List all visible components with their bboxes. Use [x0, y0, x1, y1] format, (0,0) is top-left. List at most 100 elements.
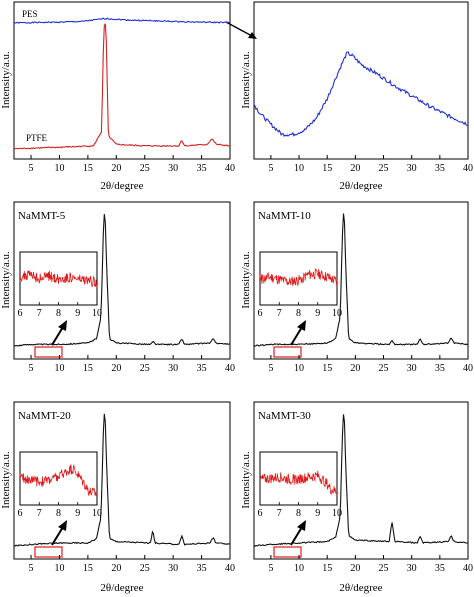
- x-tick-label-4-30: 30: [168, 563, 178, 574]
- series-line-3-0: [253, 213, 468, 347]
- series-label-pes: PES: [22, 9, 38, 19]
- panel-frame-nammt-5: [13, 201, 231, 360]
- ylabel-panel-6: Intensity/a.u.: [240, 451, 252, 509]
- series-line-2-0: [13, 214, 230, 347]
- x-tick-label-3-5: 5: [268, 363, 273, 374]
- inset-arrow-nammt-20: [51, 520, 67, 546]
- series-label-ptfe: PTFE: [26, 133, 48, 143]
- x-tick-label-5-10: 10: [294, 563, 304, 574]
- x-tick-label-4-35: 35: [197, 563, 207, 574]
- series-line-1-0: [253, 51, 469, 138]
- ylabel-panel-3: Intensity/a.u.: [0, 251, 12, 309]
- inset-tick-label-4-8: 8: [56, 508, 61, 519]
- highlight-box-nammt-10: [273, 346, 302, 358]
- inset-arrow-nammt-10: [290, 320, 306, 346]
- x-tick-label-0-25: 25: [140, 163, 150, 174]
- x-tick-label-4-20: 20: [111, 563, 121, 574]
- inset-arrow-nammt-30: [290, 520, 306, 546]
- inset-line-3: [259, 268, 338, 287]
- x-tick-label-2-20: 20: [111, 363, 121, 374]
- x-tick-label-2-40: 40: [225, 363, 235, 374]
- x-tick-label-5-15: 15: [322, 563, 332, 574]
- panel-frame-pes-zoom: [253, 1, 469, 160]
- inset-tick-label-2-9: 9: [75, 308, 80, 319]
- inset-tick-label-5-10: 10: [332, 508, 342, 519]
- x-tick-label-4-40: 40: [225, 563, 235, 574]
- highlight-box-nammt-5: [34, 346, 63, 358]
- x-tick-label-5-40: 40: [463, 563, 473, 574]
- x-tick-label-4-10: 10: [54, 563, 64, 574]
- x-tick-label-1-30: 30: [407, 163, 417, 174]
- x-tick-label-3-15: 15: [322, 363, 332, 374]
- xlabel-panel-6: 2θ/degree: [339, 582, 382, 594]
- ylabel-panel-4: Intensity/a.u.: [240, 251, 252, 309]
- highlight-box-nammt-30: [273, 546, 302, 558]
- x-tick-label-1-40: 40: [463, 163, 473, 174]
- ylabel-panel-1: Intensity/a.u.: [0, 51, 12, 109]
- inset-tick-label-5-6: 6: [258, 508, 263, 519]
- x-tick-label-0-5: 5: [29, 163, 34, 174]
- x-tick-label-1-15: 15: [322, 163, 332, 174]
- inset-tick-label-3-9: 9: [315, 308, 320, 319]
- inset-tick-label-2-7: 7: [37, 308, 42, 319]
- x-tick-label-5-35: 35: [435, 563, 445, 574]
- x-tick-label-0-15: 15: [83, 163, 93, 174]
- inset-arrow-nammt-5: [51, 320, 67, 346]
- inset-tick-label-3-8: 8: [296, 308, 301, 319]
- x-tick-label-2-5: 5: [29, 363, 34, 374]
- panel-frame-pes-ptfe: [13, 1, 231, 160]
- x-tick-label-0-35: 35: [197, 163, 207, 174]
- inset-line-4: [19, 463, 98, 497]
- chart-marks: 5 10 15 20 25 30 35 40 5 10 15 20 25 30 35 40 5 10 15 20 25 3…: [13, 17, 473, 574]
- inset-tick-label-3-7: 7: [277, 308, 282, 319]
- x-tick-label-3-25: 25: [379, 363, 389, 374]
- x-tick-label-2-25: 25: [140, 363, 150, 374]
- x-tick-label-0-30: 30: [168, 163, 178, 174]
- x-tick-label-1-10: 10: [294, 163, 304, 174]
- x-tick-label-1-20: 20: [350, 163, 360, 174]
- highlight-box-nammt-20: [34, 546, 63, 558]
- x-tick-label-1-25: 25: [379, 163, 389, 174]
- x-tick-label-4-25: 25: [140, 563, 150, 574]
- series-line-4-0: [13, 413, 230, 547]
- panel-title-nammt-30: NaMMT-30: [258, 410, 311, 422]
- xlabel-panel-2: 2θ/degree: [339, 180, 382, 192]
- x-tick-label-3-35: 35: [435, 363, 445, 374]
- x-tick-label-1-35: 35: [435, 163, 445, 174]
- series-line-5-0: [253, 414, 468, 547]
- series-line-0-1: [13, 23, 231, 150]
- x-tick-label-3-30: 30: [407, 363, 417, 374]
- panel-frame-nammt-20: [13, 401, 231, 560]
- series-line-0-0: [13, 17, 231, 24]
- x-tick-label-1-5: 5: [268, 163, 273, 174]
- x-tick-label-3-20: 20: [350, 363, 360, 374]
- inset-tick-label-3-6: 6: [258, 308, 263, 319]
- x-tick-label-0-20: 20: [111, 163, 121, 174]
- inset-tick-label-5-7: 7: [277, 508, 282, 519]
- x-tick-label-2-10: 10: [54, 363, 64, 374]
- inset-tick-label-2-8: 8: [56, 308, 61, 319]
- ylabel-panel-5: Intensity/a.u.: [0, 451, 12, 509]
- panel-title-nammt-20: NaMMT-20: [18, 410, 71, 422]
- inset-tick-label-2-6: 6: [18, 308, 23, 319]
- panel-frame-nammt-30: [253, 401, 469, 560]
- x-tick-label-2-15: 15: [83, 363, 93, 374]
- inset-tick-label-4-10: 10: [92, 508, 102, 519]
- panel-frame-nammt-10: [253, 201, 469, 360]
- x-tick-label-3-40: 40: [463, 363, 473, 374]
- ylabel-panel-2: Intensity/a.u.: [240, 51, 252, 109]
- x-tick-label-0-10: 10: [54, 163, 64, 174]
- x-tick-label-5-20: 20: [350, 563, 360, 574]
- x-tick-label-2-30: 30: [168, 363, 178, 374]
- inset-tick-label-3-10: 10: [332, 308, 342, 319]
- inset-tick-label-4-7: 7: [37, 508, 42, 519]
- panel-title-nammt-10: NaMMT-10: [258, 210, 311, 222]
- x-tick-label-0-40: 40: [225, 163, 235, 174]
- x-tick-label-2-35: 35: [197, 363, 207, 374]
- x-tick-label-4-5: 5: [29, 563, 34, 574]
- inset-tick-label-5-8: 8: [296, 508, 301, 519]
- x-tick-label-4-15: 15: [83, 563, 93, 574]
- inset-line-2: [19, 270, 98, 288]
- inset-line-5: [259, 470, 338, 496]
